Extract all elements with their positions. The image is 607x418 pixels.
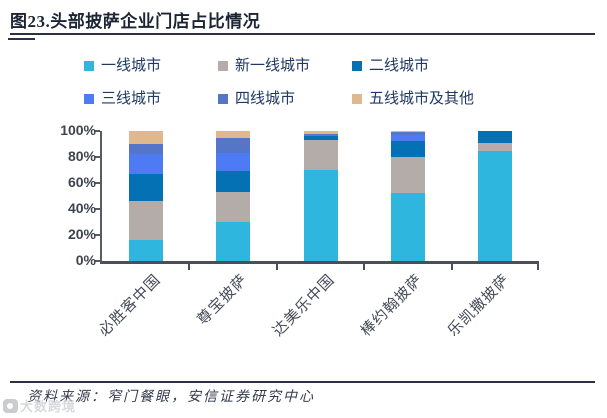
bar-segment[interactable]: [478, 131, 513, 143]
legend-item[interactable]: 四线城市: [218, 90, 352, 108]
bar-segment[interactable]: [390, 131, 425, 133]
legend-label: 五线城市及其他: [369, 91, 475, 107]
legend-swatch-icon: [218, 94, 228, 104]
legend-swatch-icon: [352, 94, 362, 104]
bar-segment[interactable]: [216, 171, 251, 193]
stacked-bar[interactable]: [216, 131, 251, 261]
y-tick-label: 100%: [60, 122, 96, 138]
y-tick-label: 60%: [67, 174, 96, 190]
bar-segment[interactable]: [128, 240, 163, 261]
bar-segment[interactable]: [390, 193, 425, 261]
bar-segment[interactable]: [216, 222, 251, 261]
legend-item[interactable]: 五线城市及其他: [352, 90, 554, 108]
legend-label: 四线城市: [235, 91, 296, 107]
bar-segment[interactable]: [128, 131, 163, 145]
legend-label: 三线城市: [101, 91, 162, 107]
legend-item[interactable]: 二线城市: [352, 57, 554, 75]
y-tick-mark: [94, 234, 100, 236]
x-tick-mark: [188, 264, 191, 270]
y-tick-mark: [94, 156, 100, 158]
x-tick-mark: [450, 264, 453, 270]
y-tick-label: 40%: [67, 200, 96, 216]
chart-title: 图23.头部披萨企业门店占比情况: [10, 12, 261, 31]
plot-area: [94, 130, 539, 270]
bar-segment[interactable]: [303, 140, 338, 170]
y-tick-mark: [94, 208, 100, 210]
bar-segment[interactable]: [128, 154, 163, 174]
y-tick-mark: [94, 182, 100, 184]
legend-item[interactable]: 新一线城市: [218, 57, 352, 75]
x-category-label: 乐凯撒披萨: [445, 271, 514, 340]
legend-label: 二线城市: [369, 58, 430, 74]
legend-item[interactable]: 一线城市: [84, 57, 218, 75]
stacked-bar[interactable]: [390, 131, 425, 261]
legend-label: 一线城市: [101, 58, 162, 74]
title-underline: [10, 33, 595, 35]
legend-swatch-icon: [218, 61, 228, 71]
watermark-label: 大数跨境: [20, 399, 77, 414]
bar-segment[interactable]: [390, 134, 425, 142]
bar-segment[interactable]: [216, 153, 251, 172]
x-tick-mark: [537, 264, 539, 270]
source-note: 资料来源：窄门餐眼，安信证券研究中心: [27, 390, 315, 405]
y-tick-label: 0%: [75, 252, 96, 268]
bar-segment[interactable]: [216, 137, 251, 154]
legend-label: 新一线城市: [235, 58, 311, 74]
bar-segment[interactable]: [390, 132, 425, 135]
stacked-bar[interactable]: [303, 131, 338, 261]
y-tick-mark: [94, 130, 100, 132]
legend-item[interactable]: 三线城市: [84, 90, 218, 108]
bar-segment[interactable]: [128, 173, 163, 202]
legend-swatch-icon: [352, 61, 362, 71]
footer-rule: [10, 381, 595, 383]
stacked-bar[interactable]: [128, 131, 163, 261]
title-underline-short: [8, 38, 35, 40]
x-tick-mark: [275, 264, 278, 270]
bar-segment[interactable]: [478, 142, 513, 151]
bar-segment[interactable]: [390, 141, 425, 158]
x-category-label: 棒约翰披萨: [358, 271, 427, 340]
bar-segment[interactable]: [216, 131, 251, 138]
stacked-bar[interactable]: [478, 131, 513, 261]
x-tick-mark: [363, 264, 366, 270]
watermark-logo-icon: [3, 398, 18, 413]
y-tick-mark: [94, 260, 100, 262]
bar-segment[interactable]: [303, 136, 338, 141]
bar-segment[interactable]: [128, 201, 163, 241]
bar-segment[interactable]: [303, 134, 338, 137]
legend-swatch-icon: [84, 94, 94, 104]
legend: 一线城市 新一线城市 二线城市三线城市 四线城市 五线城市及其他: [84, 57, 554, 108]
x-category-label: 尊宝披萨: [194, 271, 252, 329]
bar-segment[interactable]: [128, 144, 163, 155]
x-category-label: 达美乐中国: [270, 271, 339, 340]
bar-segment[interactable]: [303, 170, 338, 261]
x-category-label: 必胜客中国: [95, 271, 164, 340]
bar-segment[interactable]: [390, 157, 425, 194]
bar-segment[interactable]: [303, 133, 338, 135]
bar-segment[interactable]: [216, 192, 251, 222]
bar-segment[interactable]: [303, 131, 338, 134]
y-tick-label: 20%: [67, 226, 96, 242]
bar-segment[interactable]: [478, 150, 513, 261]
legend-swatch-icon: [84, 61, 94, 71]
y-tick-label: 80%: [67, 148, 96, 164]
watermark: 大数跨境: [3, 396, 76, 415]
